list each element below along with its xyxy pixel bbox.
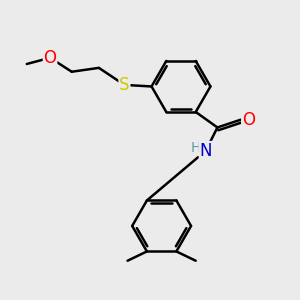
Text: N: N [200,142,212,160]
Text: O: O [44,49,56,67]
Text: O: O [242,111,255,129]
Text: S: S [119,76,130,94]
Text: H: H [190,141,201,155]
